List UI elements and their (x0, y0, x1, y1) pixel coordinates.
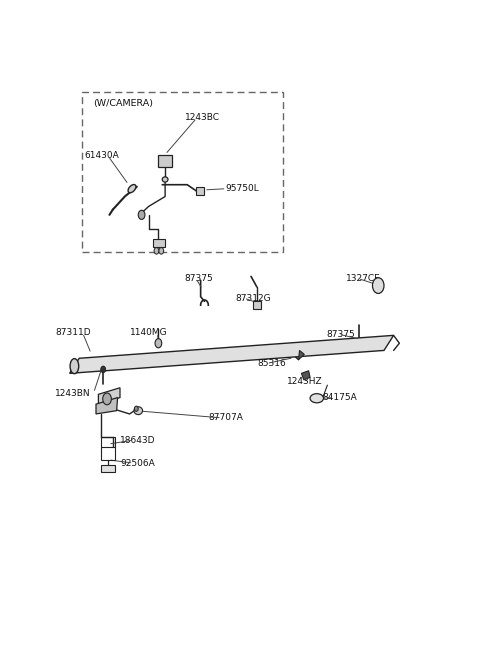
Circle shape (134, 406, 138, 411)
Polygon shape (299, 350, 304, 360)
Text: (W/CAMERA): (W/CAMERA) (94, 99, 154, 108)
Text: 1243HZ: 1243HZ (287, 377, 323, 386)
Text: 1243BC: 1243BC (185, 113, 220, 122)
Circle shape (159, 248, 164, 254)
Bar (101, 437, 115, 460)
Text: 87375: 87375 (185, 274, 214, 283)
Text: 87707A: 87707A (209, 413, 244, 422)
Bar (158, 155, 172, 167)
Circle shape (154, 248, 159, 254)
Text: 1327CE: 1327CE (346, 274, 380, 283)
Text: 92506A: 92506A (120, 458, 155, 468)
Bar (196, 187, 204, 195)
Text: 1140MG: 1140MG (130, 328, 167, 337)
Ellipse shape (162, 177, 168, 182)
Polygon shape (70, 335, 394, 373)
Ellipse shape (310, 394, 324, 403)
Text: 1243BN: 1243BN (55, 388, 91, 398)
Ellipse shape (128, 185, 136, 193)
Polygon shape (96, 398, 118, 414)
Polygon shape (301, 371, 310, 380)
Text: 61430A: 61430A (84, 151, 119, 160)
Text: 95750L: 95750L (226, 184, 259, 193)
Text: 85316: 85316 (258, 359, 287, 368)
Circle shape (138, 210, 145, 219)
Bar (153, 239, 165, 247)
Ellipse shape (134, 407, 143, 415)
Circle shape (372, 278, 384, 293)
Circle shape (101, 366, 106, 373)
Polygon shape (98, 388, 120, 404)
Circle shape (103, 393, 111, 405)
Text: 18643D: 18643D (120, 436, 156, 445)
Circle shape (155, 339, 162, 348)
Text: 87375: 87375 (326, 329, 355, 339)
Text: 87312G: 87312G (235, 293, 271, 303)
Bar (101, 465, 115, 472)
Bar (253, 301, 261, 309)
Text: 84175A: 84175A (323, 393, 357, 402)
Ellipse shape (70, 358, 79, 373)
Text: 87311D: 87311D (55, 328, 91, 337)
